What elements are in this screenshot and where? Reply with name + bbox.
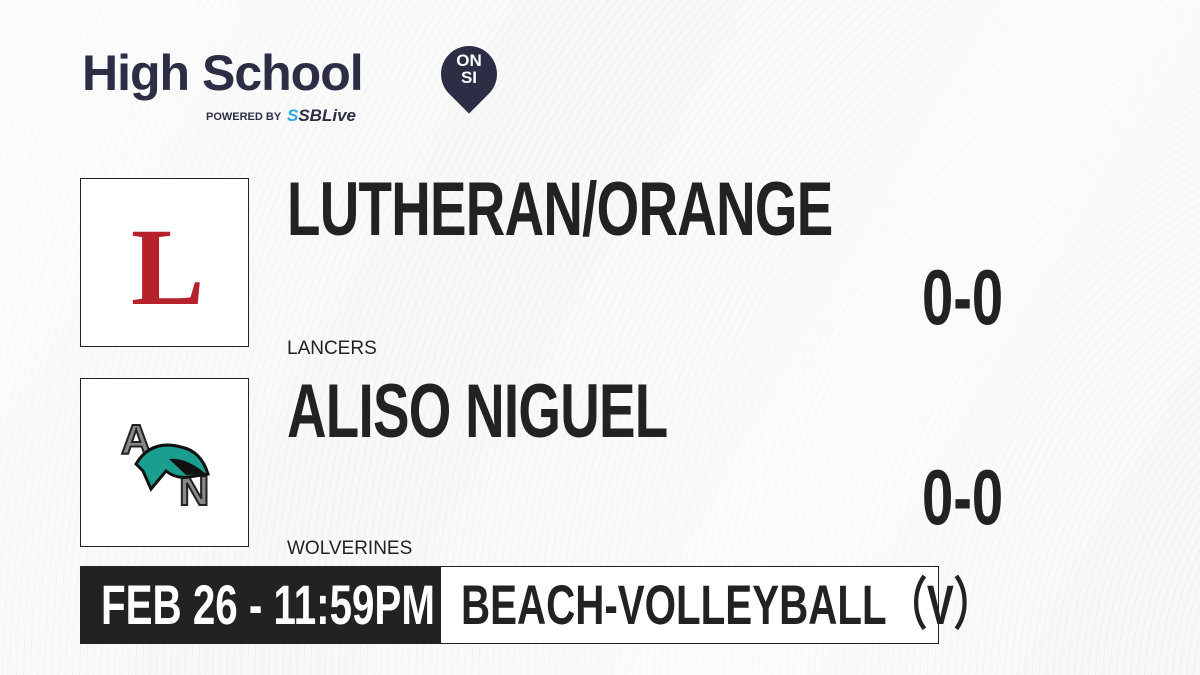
team-name: LUTHERAN/ORANGE bbox=[287, 167, 833, 252]
team-score: 0-0 bbox=[922, 253, 1004, 341]
team-logo-lutheran: L bbox=[80, 178, 249, 347]
event-datetime: FEB 26 - 11:59PM bbox=[101, 573, 435, 636]
team-score: 0-0 bbox=[922, 453, 1004, 541]
team-mascot: LANCERS bbox=[287, 338, 377, 359]
brand-badge: ON SI bbox=[456, 51, 482, 87]
powered-by-label: POWERED BY bbox=[206, 111, 282, 123]
wolverine-logo: A N bbox=[120, 415, 210, 515]
brand-title: High School bbox=[82, 45, 364, 101]
team-logo-aliso-niguel: A N bbox=[80, 378, 249, 547]
team-name: ALISO NIGUEL bbox=[287, 369, 668, 454]
sblive-logo: SSBLive bbox=[287, 106, 356, 125]
l-letter-logo: L bbox=[131, 206, 205, 328]
event-sport: BEACH-VOLLEYBALL（V） bbox=[461, 573, 995, 636]
team-mascot: WOLVERINES bbox=[287, 538, 413, 559]
date-banner bbox=[80, 566, 440, 644]
sport-banner bbox=[440, 566, 939, 644]
